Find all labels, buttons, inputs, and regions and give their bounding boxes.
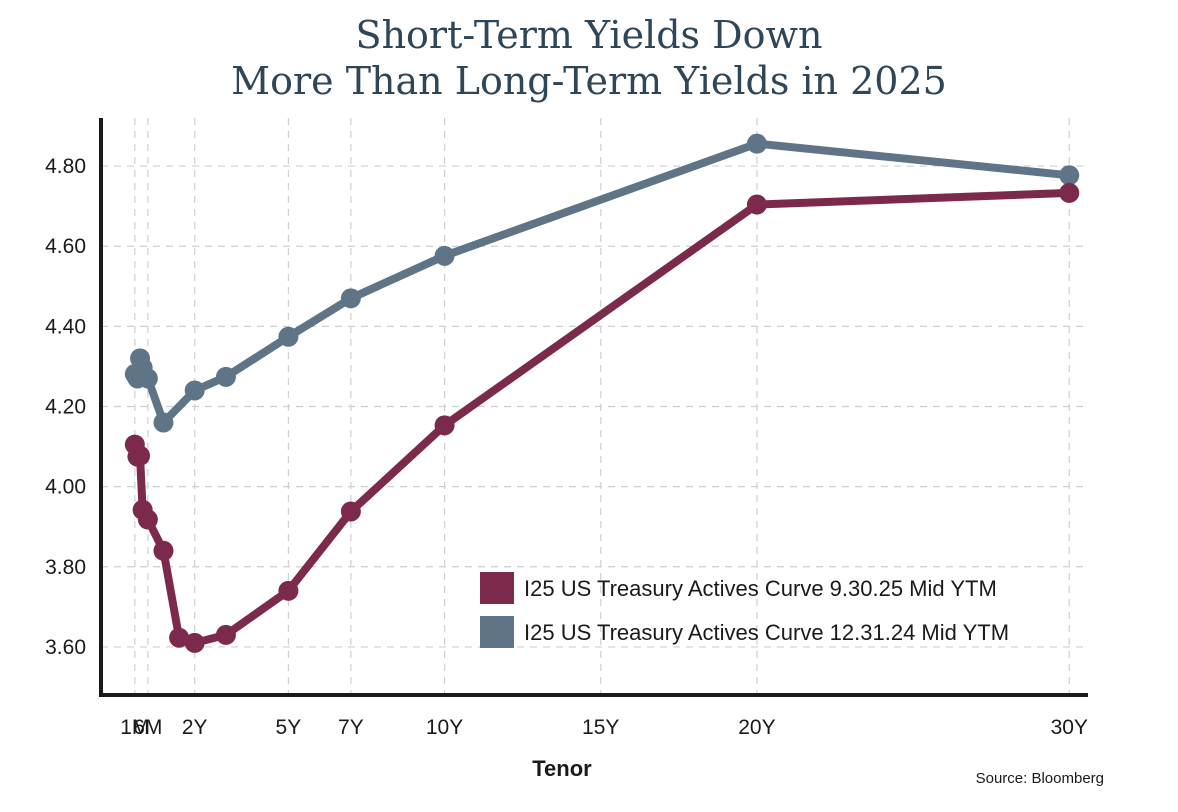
y-tick-label: 4.80: [45, 155, 86, 178]
data-point: [1059, 182, 1080, 203]
y-tick-label: 4.00: [45, 476, 86, 499]
y-tick-labels: 3.60 3.80 4.00 4.20 4.40 4.60 4.80: [45, 155, 86, 659]
data-point: [184, 632, 205, 653]
y-tick-label: 3.80: [45, 556, 86, 579]
data-point: [137, 368, 158, 389]
legend-swatch: [480, 616, 514, 648]
series-2025: [124, 182, 1080, 653]
data-point: [340, 288, 361, 309]
legend-swatch: [480, 572, 514, 604]
y-tick-label: 3.60: [45, 636, 86, 659]
legend-label: I25 US Treasury Actives Curve 9.30.25 Mi…: [524, 576, 997, 601]
y-tick-label: 4.60: [45, 235, 86, 258]
source-note: Source: Bloomberg: [975, 770, 1104, 787]
y-tick-label: 4.40: [45, 315, 86, 338]
gridlines: [101, 118, 1088, 695]
series-line: [130, 139, 1074, 427]
x-tick-label: 20Y: [738, 716, 775, 739]
chart-title: Short-Term Yields Down More Than Long-Te…: [0, 12, 1178, 104]
legend-label: I25 US Treasury Actives Curve 12.31.24 M…: [524, 620, 1009, 645]
data-point: [215, 366, 236, 387]
x-tick-label: 5Y: [276, 716, 302, 739]
data-point: [434, 415, 455, 436]
data-point: [278, 326, 299, 347]
x-tick-label: 1M: [120, 716, 149, 739]
chart-title-line-2: More Than Long-Term Yields in 2025: [231, 59, 947, 103]
data-point: [746, 194, 767, 215]
legend: I25 US Treasury Actives Curve 9.30.25 Mi…: [480, 572, 1009, 648]
series-layer: [124, 133, 1080, 653]
data-point: [340, 501, 361, 522]
data-point: [184, 380, 205, 401]
y-tick-label: 4.20: [45, 396, 86, 419]
data-point: [746, 133, 767, 154]
series-2024: [124, 133, 1080, 433]
data-point: [169, 627, 190, 648]
data-point: [137, 509, 158, 530]
data-point: [153, 412, 174, 433]
data-point: [434, 245, 455, 266]
chart-title-line-1: Short-Term Yields Down: [355, 13, 823, 57]
data-point: [1059, 165, 1080, 186]
x-tick-label: 15Y: [582, 716, 619, 739]
x-tick-label: 6M: [133, 716, 162, 739]
x-tick-label: 2Y: [182, 716, 208, 739]
data-point: [215, 624, 236, 645]
data-point: [130, 445, 151, 466]
x-axis-title: Tenor: [532, 756, 592, 781]
x-tick-label: 30Y: [1051, 716, 1088, 739]
data-point: [153, 540, 174, 561]
x-tick-label: 7Y: [338, 716, 364, 739]
x-tick-label: 10Y: [426, 716, 463, 739]
axes: [99, 118, 1088, 697]
data-point: [278, 580, 299, 601]
